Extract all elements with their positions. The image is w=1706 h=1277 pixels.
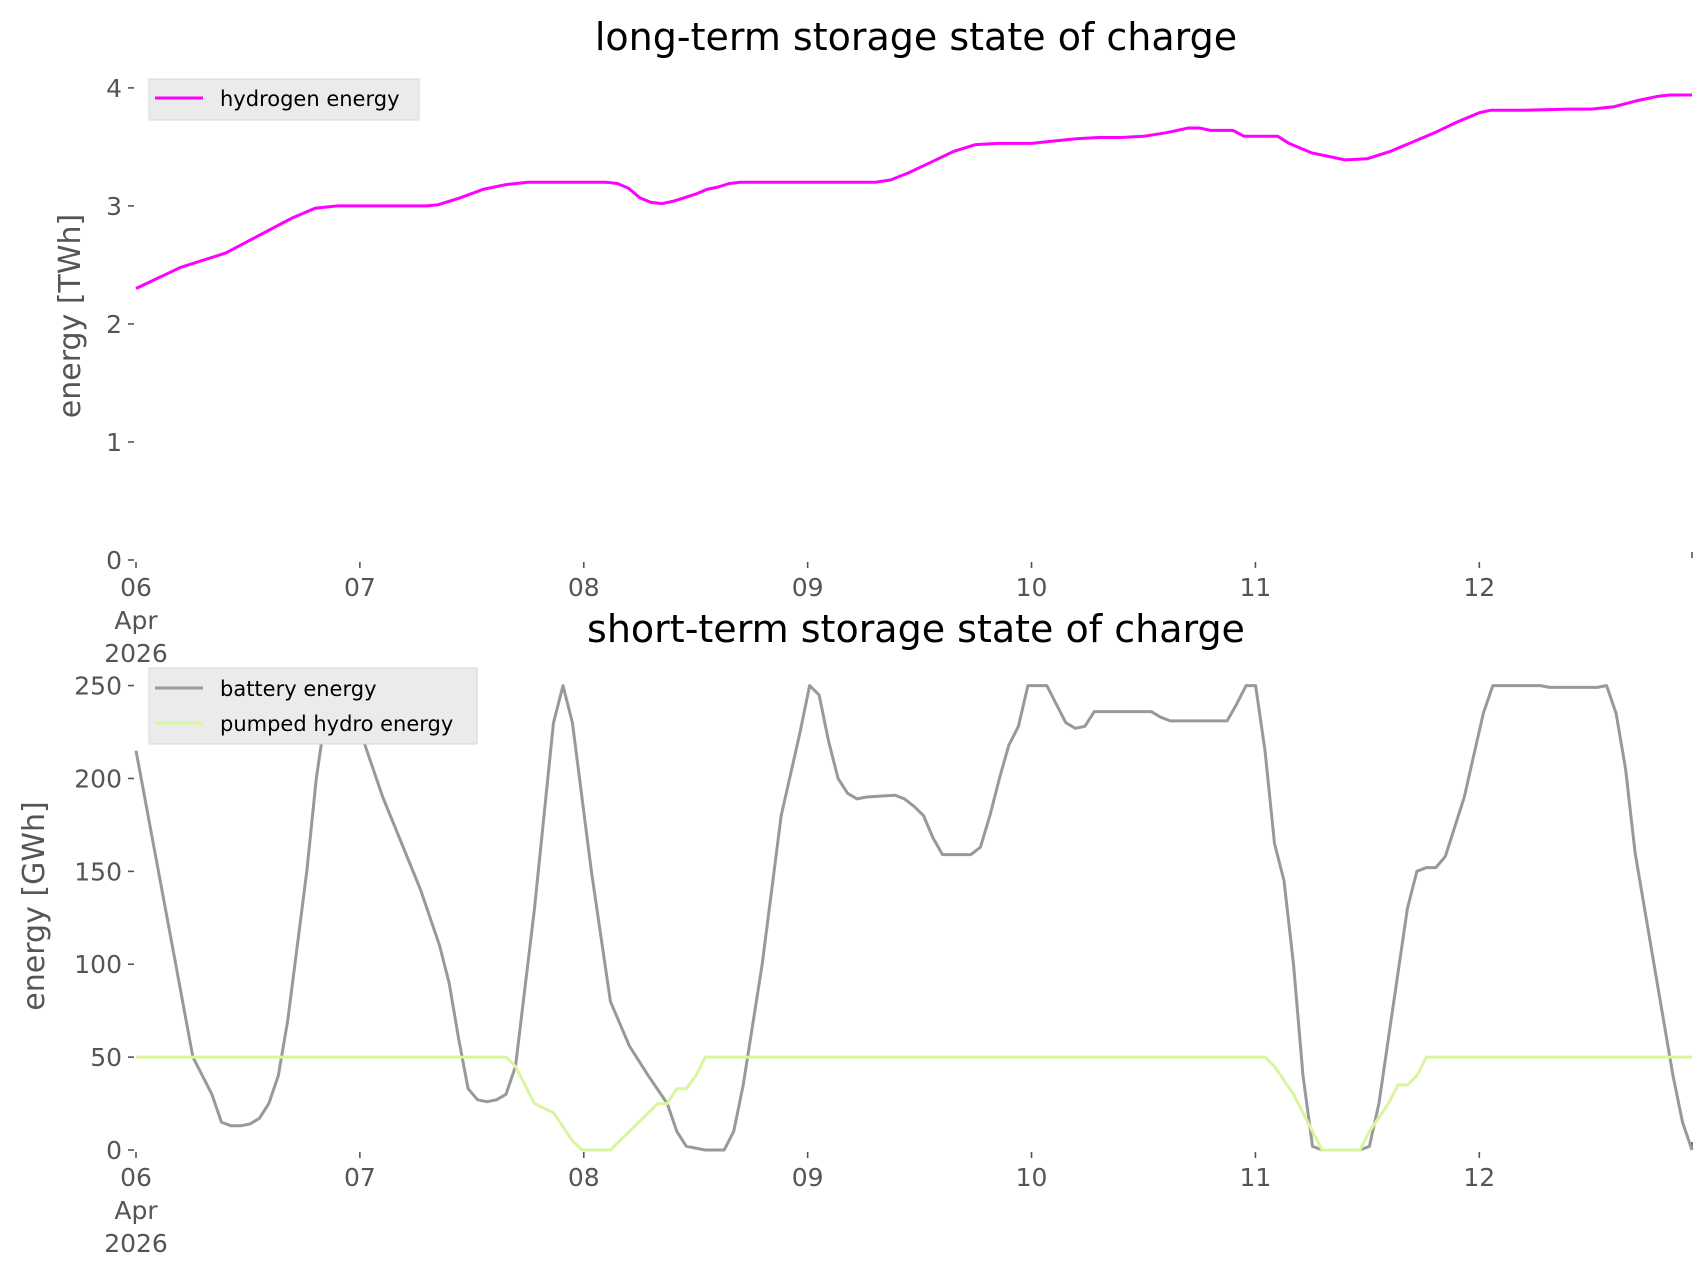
series-line-pumped-hydro [136,1055,1692,1152]
long-term-series-lines [135,93,1692,290]
x-tick-label: 10 [1016,573,1048,602]
x-tick-label: 10 [1016,1163,1048,1192]
short-term-y-axis-label: energy [GWh] [17,801,52,1010]
short-term-chart: short-term storage state of charge energ… [17,607,1694,1258]
legend-label-battery: battery energy [220,677,377,701]
x-tick-label: 12 [1463,573,1495,602]
short-term-legend: battery energy pumped hydro energy [148,667,478,745]
long-term-chart-title: long-term storage state of charge [595,15,1237,59]
legend-label-pumped-hydro: pumped hydro energy [220,712,453,736]
x-tick-label: 07 [344,573,376,602]
short-term-chart-title: short-term storage state of charge [587,607,1245,651]
x-tick-label: 06 Apr 2026 [104,573,168,668]
short-term-series-lines [134,680,1694,1152]
y-tick-label: 1 [106,428,122,457]
x-tick-label: 12 [1463,1163,1495,1192]
x-tick-label: 11 [1240,573,1272,602]
y-tick-label: 2 [106,310,122,339]
y-tick-label: 250 [74,672,122,701]
long-term-y-ticks: 0 1 2 3 4 [106,74,134,575]
y-tick-label: 0 [106,1136,122,1165]
y-tick-label: 3 [106,192,122,221]
long-term-x-ticks: 06 Apr 2026 07 08 09 10 11 12 [104,552,1693,668]
short-term-legend-box [148,667,478,745]
x-tick-label: 11 [1240,1163,1272,1192]
x-tick-label: 09 [792,1163,824,1192]
y-tick-label: 50 [90,1043,122,1072]
series-line-hydrogen [135,93,1692,290]
x-tick-label: 09 [792,573,824,602]
long-term-legend: hydrogen energy [148,78,420,121]
legend-label-hydrogen: hydrogen energy [220,87,400,111]
long-term-chart: long-term storage state of charge energy… [53,15,1693,668]
short-term-x-ticks: 06 Apr 2026 07 08 09 10 11 12 [104,1142,1693,1258]
y-tick-label: 150 [74,857,122,886]
y-tick-label: 100 [74,950,122,979]
long-term-y-axis-label: energy [TWh] [53,214,88,418]
x-tick-label: 07 [344,1163,376,1192]
x-tick-label: 08 [568,1163,600,1192]
short-term-y-ticks: 0 50 100 150 200 250 [74,672,134,1165]
x-tick-label: 06 Apr 2026 [104,1163,168,1258]
y-tick-label: 200 [74,764,122,793]
y-tick-label: 4 [106,74,122,103]
y-tick-label: 0 [106,546,122,575]
series-line-battery [134,680,1694,1152]
x-tick-label: 08 [568,573,600,602]
